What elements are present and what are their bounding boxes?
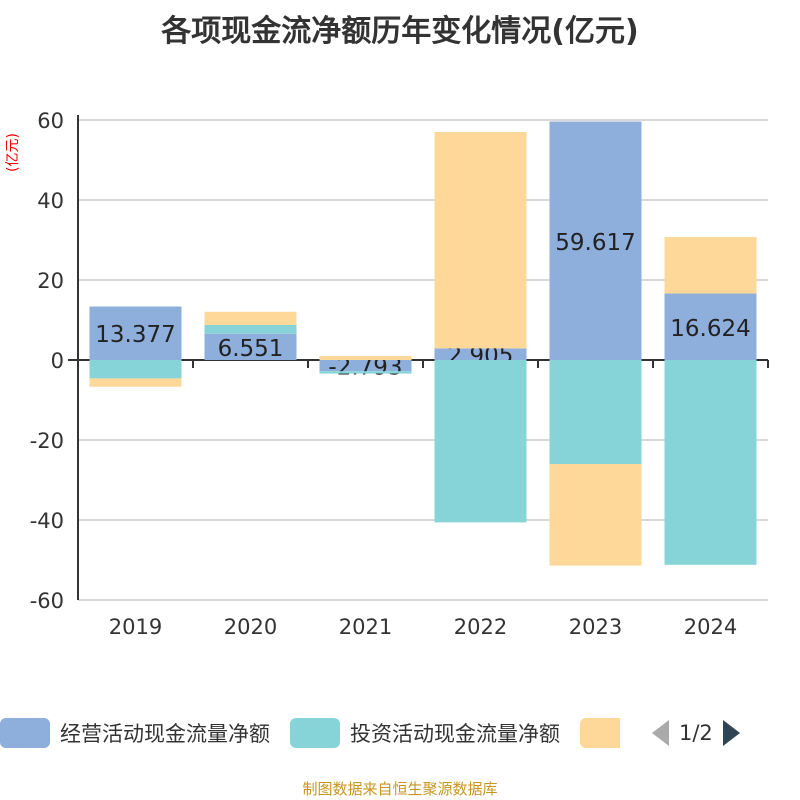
bar-segment [319, 360, 412, 372]
legend: 经营活动现金流量净额 投资活动现金流量净额 1/2 [0, 718, 740, 748]
bar-segment [434, 131, 527, 349]
bar-segment [89, 360, 182, 379]
x-tick-label: 2023 [569, 615, 622, 639]
bar-segment [664, 360, 757, 565]
legend-label: 投资活动现金流量净额 [350, 722, 560, 746]
y-tick-label: 20 [37, 269, 64, 293]
legend-item-third[interactable] [580, 718, 630, 748]
bar-segment [319, 356, 412, 360]
legend-item-investing[interactable]: 投资活动现金流量净额 [290, 718, 560, 748]
x-tick-label: 2020 [224, 615, 277, 639]
bar-segment [664, 237, 757, 294]
bar-segment [89, 378, 182, 387]
data-label: 59.617 [555, 230, 635, 256]
source-footer: 制图数据来自恒生聚源数据库 [302, 780, 498, 798]
y-tick-label: -60 [30, 589, 64, 613]
bar-segment [434, 360, 527, 523]
bar-segment [319, 371, 412, 374]
legend-item-operating[interactable]: 经营活动现金流量净额 [0, 718, 270, 748]
y-tick-label: 60 [37, 109, 64, 133]
plot-area: -60-40-200204060201913.37720206.5512021-… [30, 109, 769, 639]
x-tick-label: 2024 [684, 615, 737, 639]
bar-segment [204, 333, 297, 360]
legend-prev-icon[interactable] [652, 720, 669, 746]
y-tick-label: -40 [30, 509, 64, 533]
legend-swatch [0, 718, 50, 748]
chart-title: 各项现金流净额历年变化情况(亿元) [161, 14, 639, 49]
y-tick-label: -20 [30, 429, 64, 453]
legend-swatch [580, 718, 620, 748]
bar-segment [434, 348, 527, 360]
y-tick-label: 0 [51, 349, 64, 373]
y-tick-label: 40 [37, 189, 64, 213]
legend-page: 1/2 [679, 721, 713, 745]
bar-segment [89, 306, 182, 360]
bar-segment [549, 121, 642, 360]
legend-swatch [290, 718, 340, 748]
data-label: 6.551 [218, 336, 284, 362]
bar-segment [204, 324, 297, 334]
bar-segment [549, 360, 642, 464]
x-tick-label: 2022 [454, 615, 507, 639]
data-label: 13.377 [95, 322, 175, 348]
legend-next-icon[interactable] [722, 720, 740, 746]
data-label: 16.624 [670, 316, 750, 342]
bar-segment [664, 293, 757, 360]
bar-segment [204, 311, 297, 325]
x-tick-label: 2019 [109, 615, 162, 639]
bar-segment [549, 464, 642, 566]
x-tick-label: 2021 [339, 615, 392, 639]
legend-label: 经营活动现金流量净额 [60, 722, 270, 746]
